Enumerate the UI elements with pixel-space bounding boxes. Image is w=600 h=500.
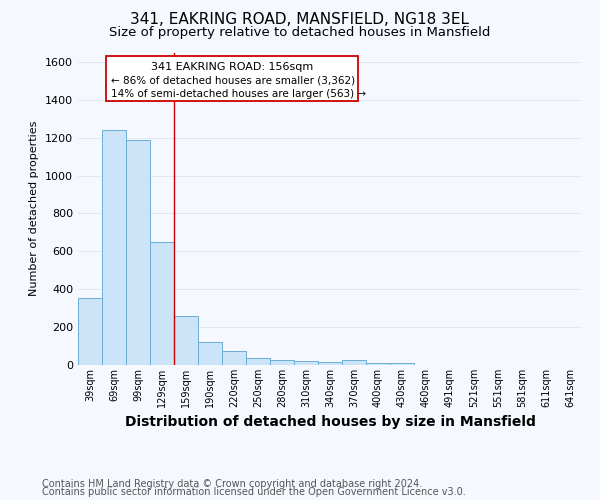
- Bar: [390, 363, 414, 365]
- X-axis label: Distribution of detached houses by size in Mansfield: Distribution of detached houses by size …: [125, 416, 535, 430]
- Bar: [222, 351, 246, 365]
- Bar: [318, 362, 342, 365]
- Bar: [126, 140, 150, 365]
- Bar: [174, 316, 198, 365]
- Bar: [342, 360, 366, 365]
- Text: Contains HM Land Registry data © Crown copyright and database right 2024.: Contains HM Land Registry data © Crown c…: [42, 479, 422, 489]
- Bar: [246, 358, 270, 365]
- Text: 341, EAKRING ROAD, MANSFIELD, NG18 3EL: 341, EAKRING ROAD, MANSFIELD, NG18 3EL: [131, 12, 470, 28]
- Text: 14% of semi-detached houses are larger (563) →: 14% of semi-detached houses are larger (…: [111, 89, 366, 99]
- Bar: [198, 342, 222, 365]
- Text: Size of property relative to detached houses in Mansfield: Size of property relative to detached ho…: [109, 26, 491, 39]
- Text: Contains public sector information licensed under the Open Government Licence v3: Contains public sector information licen…: [42, 487, 466, 497]
- Y-axis label: Number of detached properties: Number of detached properties: [29, 121, 40, 296]
- Bar: [270, 360, 294, 365]
- Text: 341 EAKRING ROAD: 156sqm: 341 EAKRING ROAD: 156sqm: [151, 62, 313, 72]
- Text: ← 86% of detached houses are smaller (3,362): ← 86% of detached houses are smaller (3,…: [111, 76, 355, 86]
- Bar: [366, 363, 390, 365]
- Bar: [150, 242, 174, 365]
- Bar: [102, 130, 126, 365]
- Bar: [78, 298, 102, 365]
- FancyBboxPatch shape: [106, 56, 358, 101]
- Bar: [294, 361, 318, 365]
